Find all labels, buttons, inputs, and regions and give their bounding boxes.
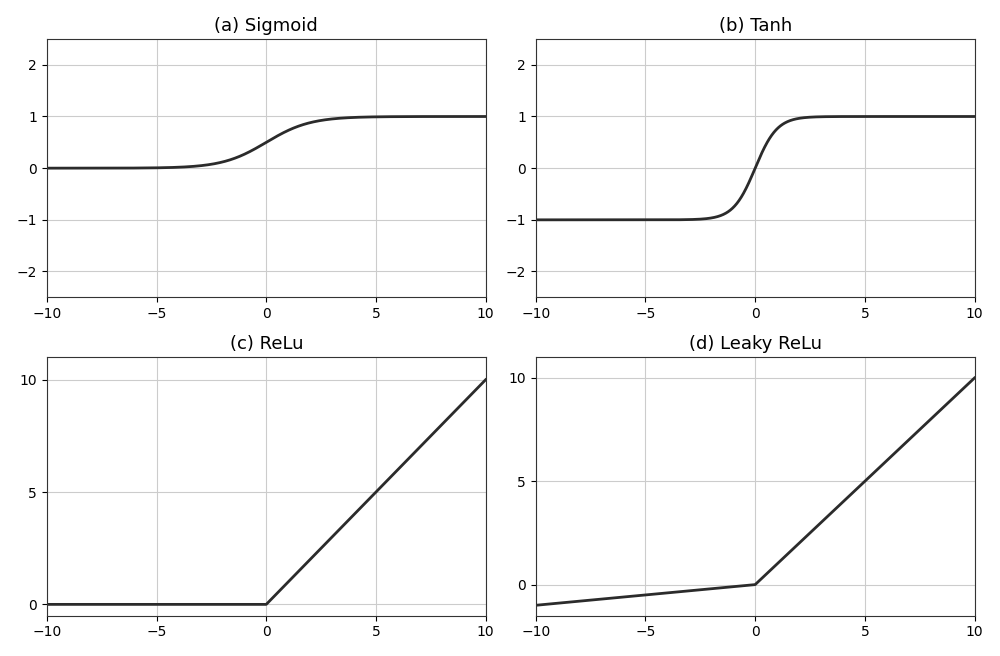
Title: (c) ReLu: (c) ReLu (230, 335, 303, 353)
Title: (d) Leaky ReLu: (d) Leaky ReLu (689, 335, 822, 353)
Title: (b) Tanh: (b) Tanh (719, 16, 792, 35)
Title: (a) Sigmoid: (a) Sigmoid (214, 16, 318, 35)
